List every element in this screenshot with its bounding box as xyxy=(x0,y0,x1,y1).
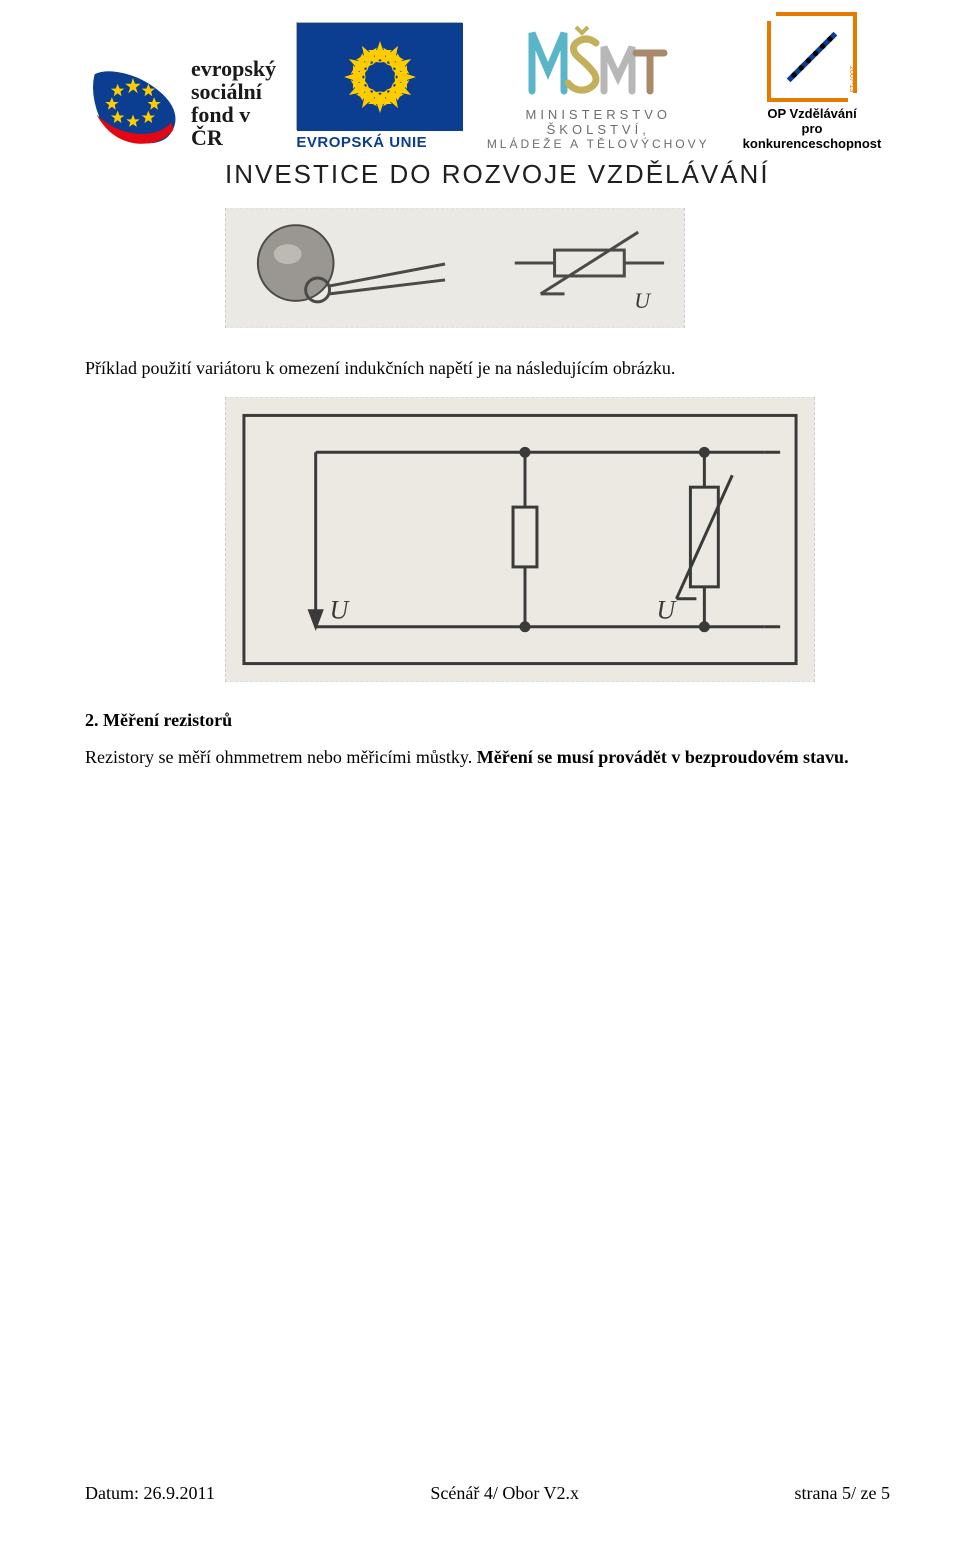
footer-scenario: Scénář 4/ Obor V2.x xyxy=(430,1483,579,1504)
figure-circuit: U U xyxy=(225,397,815,682)
banner-text: INVESTICE DO ROZVOJE VZDĚLÁVÁNÍ xyxy=(225,159,890,190)
logo-msmt: MINISTERSTVO ŠKOLSTVÍ, MLÁDEŽE A TĚLOVÝC… xyxy=(476,25,720,151)
esf-line2: sociální xyxy=(191,80,282,103)
op-line1: OP Vzdělávání xyxy=(734,106,890,121)
u-label-left: U xyxy=(330,596,351,625)
eu-flag-icon xyxy=(296,22,462,130)
u-label-right: U xyxy=(657,596,678,625)
p2-bold: Měření se musí provádět v bezproudovém s… xyxy=(477,747,849,767)
paragraph-2: Rezistory se měří ohmmetrem nebo měřicím… xyxy=(85,745,890,770)
esf-line1: evropský xyxy=(191,57,282,80)
u-label-sym: U xyxy=(634,288,651,313)
eu-label: EVROPSKÁ UNIE xyxy=(296,134,462,151)
esf-label: evropský sociální fond v ČR xyxy=(191,57,282,149)
footer-page: strana 5/ ze 5 xyxy=(795,1483,890,1504)
heading-2: 2. Měření rezistorů xyxy=(85,710,890,731)
footer-date: Datum: 26.9.2011 xyxy=(85,1483,215,1504)
op-line2: pro konkurenceschopnost xyxy=(734,121,890,151)
op-year: 2007-13 xyxy=(848,66,857,92)
p2-plain: Rezistory se měří ohmmetrem nebo měřicím… xyxy=(85,747,477,767)
logo-op: 2007-13 OP Vzdělávání pro konkurencescho… xyxy=(734,12,890,151)
logo-eu: EVROPSKÁ UNIE xyxy=(296,22,462,151)
figure-variator-symbol: U xyxy=(225,208,685,328)
msmt-line1: MINISTERSTVO ŠKOLSTVÍ, xyxy=(476,107,720,137)
esf-icon xyxy=(85,55,181,151)
logo-esf: evropský sociální fond v ČR xyxy=(85,55,282,151)
msmt-line2: MLÁDEŽE A TĚLOVÝCHOVY xyxy=(476,137,720,151)
paragraph-1: Příklad použití variátoru k omezení indu… xyxy=(85,356,890,381)
page-footer: Datum: 26.9.2011 Scénář 4/ Obor V2.x str… xyxy=(85,1483,890,1504)
op-icon: 2007-13 xyxy=(767,12,857,102)
msmt-icon xyxy=(476,25,720,101)
header-logos: evropský sociální fond v ČR xyxy=(85,12,890,151)
esf-line3: fond v ČR xyxy=(191,103,282,149)
